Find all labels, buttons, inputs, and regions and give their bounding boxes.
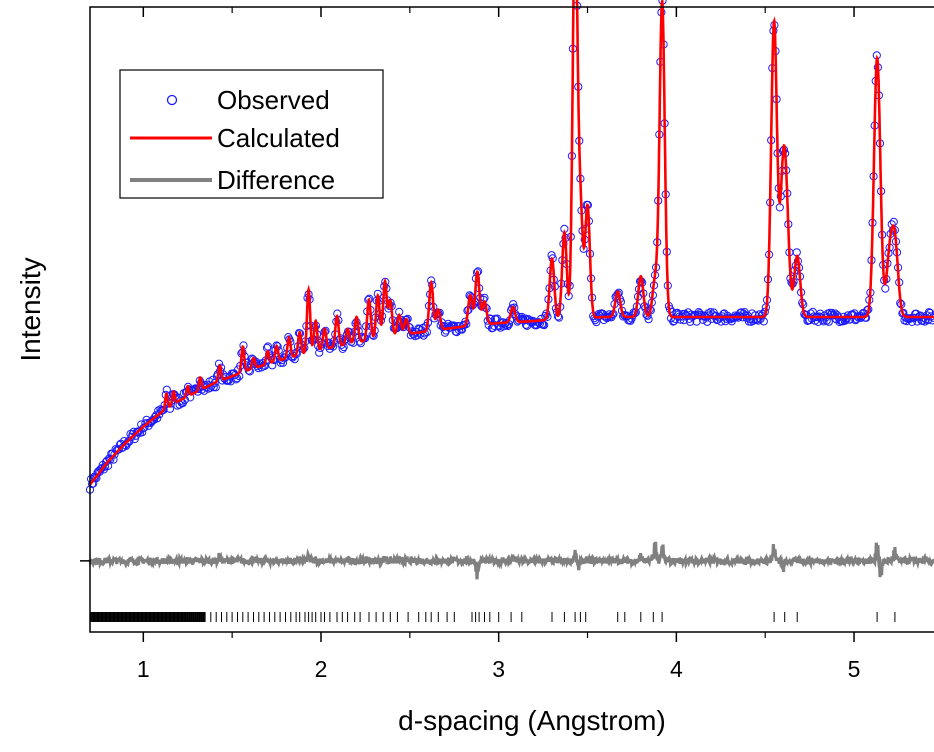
difference-curve (88, 541, 934, 580)
observed-point (106, 455, 115, 464)
legend-observed-label: Observed (217, 85, 330, 115)
observed-point (881, 284, 890, 293)
x-axis-label: d-spacing (Angstrom) (398, 705, 666, 736)
x-tick-label: 4 (670, 656, 683, 682)
x-tick-label: 5 (848, 656, 861, 682)
reflection-ticks (89, 612, 896, 622)
legend-calculated-label: Calculated (217, 123, 340, 153)
legend-observed-marker (166, 94, 178, 106)
observed-point (696, 311, 706, 320)
difference-series (88, 541, 934, 580)
calculated-series (89, 0, 934, 486)
observed-point (100, 462, 110, 471)
observed-point (700, 311, 709, 320)
x-tick-label: 2 (315, 656, 328, 682)
observed-point (830, 311, 839, 320)
observed-point (315, 348, 324, 357)
observed-point (808, 307, 817, 316)
legend: Observed Calculated Difference (119, 69, 384, 199)
plot-frame (89, 6, 934, 633)
legend-box (119, 69, 384, 199)
observed-point (150, 412, 160, 422)
axes: 1 2 3 4 5 (80, 7, 860, 682)
x-tick-label: 1 (137, 656, 150, 682)
observed-point (139, 424, 148, 433)
x-tick-label: 3 (492, 656, 505, 682)
calculated-curve (89, 0, 934, 486)
legend-difference-label: Difference (217, 165, 335, 195)
observed-point (540, 321, 549, 330)
y-axis-label: Intensity (15, 257, 46, 361)
